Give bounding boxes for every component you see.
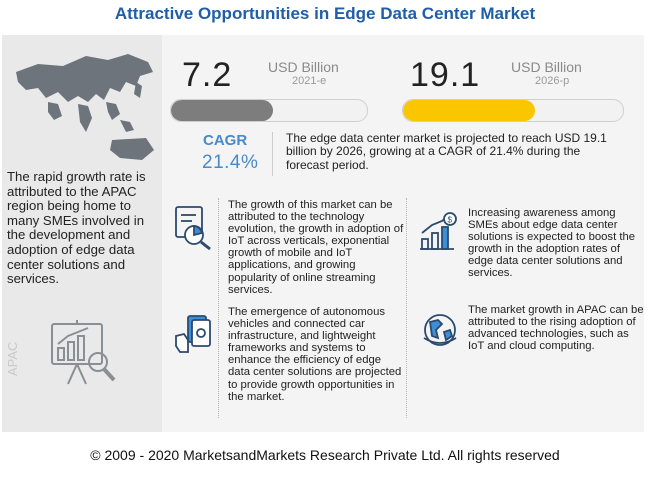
analytics-icon — [175, 206, 211, 251]
end-year: 2026-p — [535, 75, 570, 87]
start-progress-fill — [171, 100, 273, 121]
region-text: The rapid growth rate is attributed to t… — [7, 169, 146, 287]
start-progress-bar — [170, 99, 368, 122]
apac-map-icon — [16, 54, 154, 160]
card-4-text: The market growth in APAC can be attribu… — [468, 304, 644, 353]
card-2-text: Increasing awareness among SMEs about ed… — [468, 207, 636, 280]
start-year: 2021-e — [292, 75, 327, 87]
apac-label: APAC — [5, 342, 20, 376]
end-progress-bar — [402, 99, 624, 122]
end-value: 19.1 — [410, 56, 481, 94]
card-3-text: The emergence of autonomous vehicles and… — [228, 306, 402, 403]
cagr-value: 21.4% — [202, 152, 259, 173]
copyright-footer: © 2009 - 2020 MarketsandMarkets Research… — [90, 447, 560, 463]
region-column — [2, 35, 162, 432]
growth-chart-icon: $ — [420, 212, 457, 250]
apac-label-text: APAC — [5, 342, 20, 376]
dotted-divider-left — [218, 198, 219, 418]
divider — [272, 132, 273, 176]
start-value: 7.2 — [182, 56, 233, 94]
svg-text:$: $ — [448, 216, 453, 225]
end-progress-fill — [403, 100, 535, 121]
end-unit: USD Billion — [511, 59, 582, 75]
analysis-board-icon — [51, 320, 116, 385]
start-unit: USD Billion — [268, 59, 339, 75]
globe-icon — [423, 314, 457, 346]
card-1-text: The growth of this market can be attribu… — [228, 199, 404, 296]
hand-money-icon — [175, 315, 211, 353]
page-title: Attractive Opportunities in Edge Data Ce… — [114, 4, 536, 23]
cagr-label: CAGR — [203, 132, 248, 149]
market-summary: The edge data center market is projected… — [286, 131, 607, 172]
dotted-divider-right — [406, 198, 407, 418]
